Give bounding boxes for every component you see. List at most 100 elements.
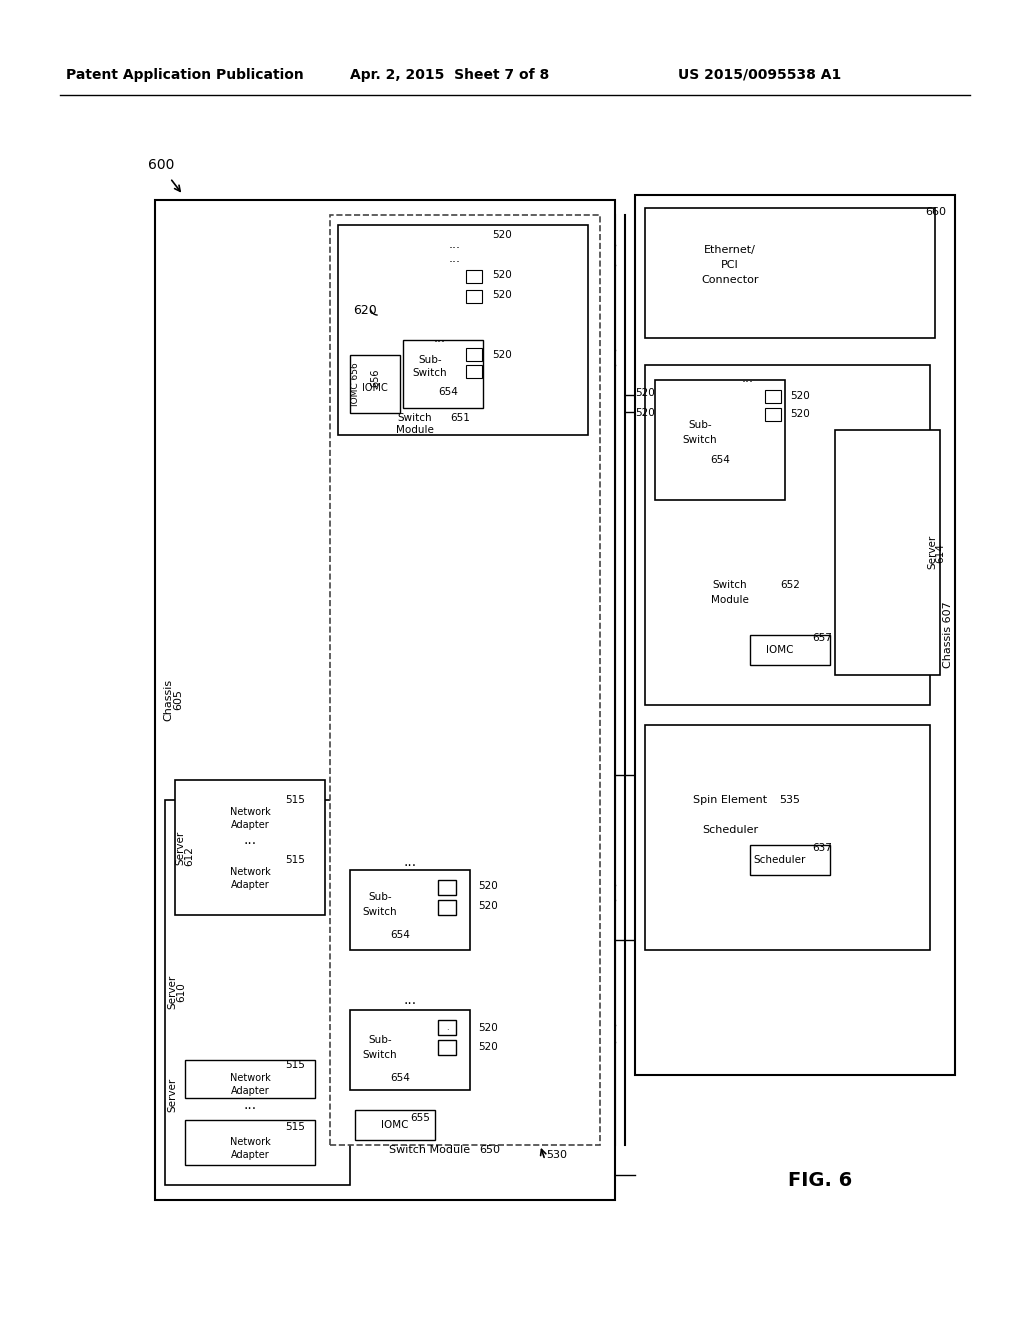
Bar xyxy=(350,870,470,950)
Text: 520: 520 xyxy=(493,230,512,240)
Text: 614: 614 xyxy=(935,543,945,562)
Text: 656: 656 xyxy=(370,368,380,387)
Bar xyxy=(645,366,930,705)
Bar xyxy=(438,1040,456,1055)
Bar xyxy=(185,795,315,833)
Bar xyxy=(175,780,325,915)
Bar xyxy=(466,366,482,378)
Text: ...: ... xyxy=(449,239,461,252)
Text: ...: ... xyxy=(742,371,754,384)
Bar xyxy=(185,1060,315,1098)
Text: Adapter: Adapter xyxy=(230,1150,269,1160)
Text: Server: Server xyxy=(927,535,937,569)
Text: Switch: Switch xyxy=(397,413,432,422)
Text: IOMC: IOMC xyxy=(766,645,794,655)
Text: Sub-: Sub- xyxy=(418,355,441,366)
Bar xyxy=(645,725,930,950)
Text: PCI: PCI xyxy=(721,260,739,271)
Bar xyxy=(403,341,483,408)
Text: 515: 515 xyxy=(285,855,305,865)
Bar xyxy=(355,1110,435,1140)
Text: Switch: Switch xyxy=(362,1049,397,1060)
Bar xyxy=(635,195,955,1074)
Bar xyxy=(438,1020,456,1035)
Text: Sub-: Sub- xyxy=(369,892,392,902)
Text: Switch: Switch xyxy=(362,907,397,917)
Text: Server: Server xyxy=(175,830,185,865)
Text: Server: Server xyxy=(167,1078,177,1113)
Text: FIG. 6: FIG. 6 xyxy=(787,1171,852,1189)
Text: 520: 520 xyxy=(635,408,655,418)
Text: 654: 654 xyxy=(710,455,730,465)
Text: 610: 610 xyxy=(176,982,186,1002)
Text: Adapter: Adapter xyxy=(230,880,269,890)
Text: .: . xyxy=(445,1023,449,1031)
Text: 655: 655 xyxy=(410,1113,430,1123)
Text: IOMC 656: IOMC 656 xyxy=(350,362,359,405)
Text: 520: 520 xyxy=(493,290,512,300)
Bar xyxy=(750,635,830,665)
Text: 520: 520 xyxy=(493,350,512,360)
Text: Module: Module xyxy=(396,425,434,436)
Bar xyxy=(350,355,400,413)
Text: 515: 515 xyxy=(285,795,305,805)
Text: ...: ... xyxy=(244,1098,257,1111)
Bar xyxy=(350,1010,470,1090)
Text: 612: 612 xyxy=(184,846,194,866)
Bar xyxy=(155,201,615,1200)
Bar xyxy=(466,290,482,304)
Text: Network: Network xyxy=(229,1137,270,1147)
Text: Module: Module xyxy=(711,595,749,605)
Text: Server: Server xyxy=(167,975,177,1008)
Text: Sub-: Sub- xyxy=(369,1035,392,1045)
Bar xyxy=(466,271,482,282)
Text: 535: 535 xyxy=(779,795,801,805)
Text: 530: 530 xyxy=(547,1150,567,1160)
Bar xyxy=(438,880,456,895)
Text: Ethernet/: Ethernet/ xyxy=(705,246,756,255)
Text: US 2015/0095538 A1: US 2015/0095538 A1 xyxy=(678,69,842,82)
Text: 605: 605 xyxy=(173,689,183,710)
Text: ...: ... xyxy=(403,993,417,1007)
Text: ...: ... xyxy=(449,252,461,264)
Text: 650: 650 xyxy=(479,1144,501,1155)
Text: IOMC: IOMC xyxy=(362,383,388,393)
Text: 652: 652 xyxy=(780,579,800,590)
Text: 520: 520 xyxy=(493,271,512,280)
Text: ...: ... xyxy=(244,833,257,847)
Text: Chassis 607: Chassis 607 xyxy=(943,602,953,668)
Text: Switch Module: Switch Module xyxy=(389,1144,471,1155)
Text: ...: ... xyxy=(403,855,417,869)
Text: 654: 654 xyxy=(438,387,458,397)
Text: Adapter: Adapter xyxy=(230,1086,269,1096)
Text: ...: ... xyxy=(434,331,446,345)
Text: Apr. 2, 2015  Sheet 7 of 8: Apr. 2, 2015 Sheet 7 of 8 xyxy=(350,69,550,82)
Bar xyxy=(750,845,830,875)
Text: 637: 637 xyxy=(812,843,831,853)
Text: 520: 520 xyxy=(478,1041,498,1052)
Text: Network: Network xyxy=(229,1073,270,1082)
Text: 654: 654 xyxy=(390,1073,410,1082)
Text: Switch: Switch xyxy=(413,368,447,378)
Bar xyxy=(466,348,482,360)
Bar xyxy=(185,855,315,894)
Text: 520: 520 xyxy=(635,388,655,399)
Bar xyxy=(645,209,935,338)
Bar xyxy=(165,800,350,1185)
Text: 654: 654 xyxy=(390,931,410,940)
Bar xyxy=(765,389,781,403)
Text: Switch: Switch xyxy=(713,579,748,590)
Bar xyxy=(765,408,781,421)
Text: 520: 520 xyxy=(791,409,810,418)
Bar xyxy=(338,224,588,436)
Text: Scheduler: Scheduler xyxy=(701,825,758,836)
Text: 520: 520 xyxy=(478,902,498,911)
Text: 520: 520 xyxy=(791,391,810,401)
Text: 651: 651 xyxy=(451,413,470,422)
Text: Spin Element: Spin Element xyxy=(693,795,767,805)
Text: 620: 620 xyxy=(353,304,377,317)
Text: 660: 660 xyxy=(925,207,946,216)
Text: Network: Network xyxy=(229,867,270,876)
Text: Connector: Connector xyxy=(701,275,759,285)
Text: Adapter: Adapter xyxy=(230,820,269,830)
